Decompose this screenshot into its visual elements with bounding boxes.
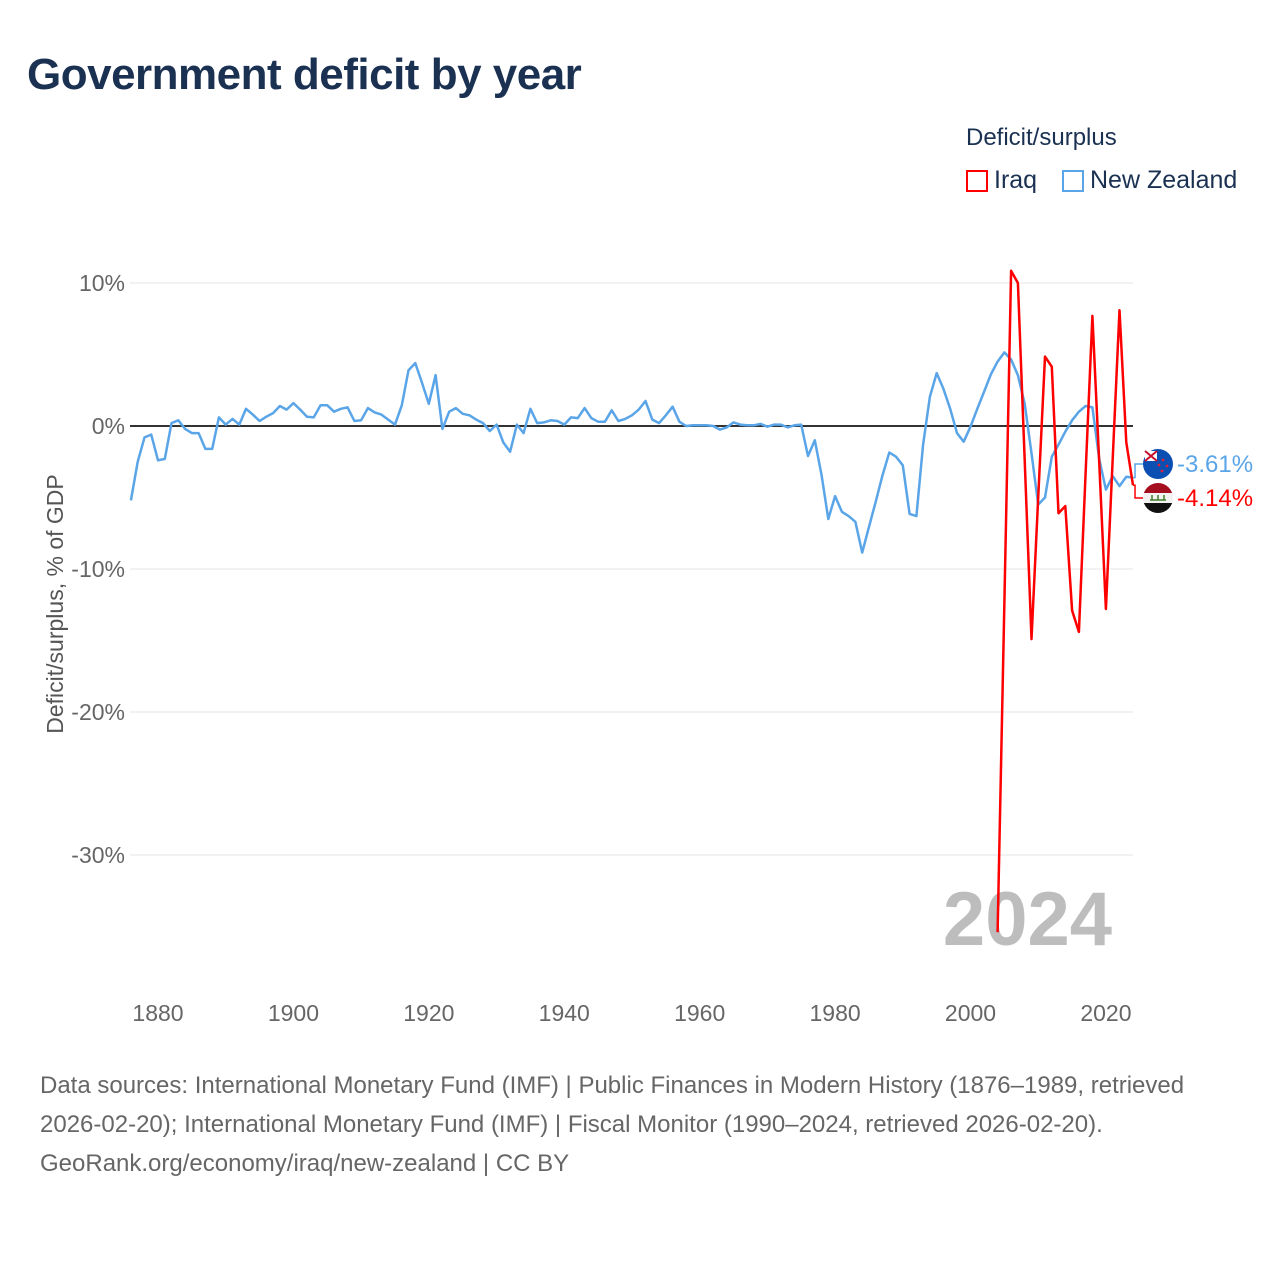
y-tick-label: -10%	[71, 556, 125, 582]
x-tick-labels: 1880 1900 1920 1940 1960 1980 2000 2020	[132, 1000, 1131, 1026]
x-tick-label: 1960	[674, 1000, 725, 1026]
gridlines	[130, 282, 1133, 856]
x-tick-label: 2020	[1080, 1000, 1131, 1026]
legend-item-iraq[interactable]: Iraq	[966, 166, 1037, 195]
flag-stripes	[1143, 483, 1173, 513]
legend-item-new-zealand[interactable]: New Zealand	[1062, 166, 1237, 195]
flag-cross	[1144, 450, 1158, 462]
credit-link[interactable]: GeoRank.org/economy/iraq/new-zealand | C…	[40, 1150, 570, 1177]
x-tick-label: 1880	[132, 1000, 183, 1026]
legend-swatch-new-zealand	[1062, 169, 1084, 192]
page-title: Government deficit by year	[27, 50, 582, 99]
series-line-iraq	[996, 269, 1135, 933]
flag-star	[1157, 463, 1161, 467]
x-tick-label: 1900	[268, 1000, 319, 1026]
x-tick-label: 1980	[810, 1000, 861, 1026]
x-tick-label: 1940	[539, 1000, 590, 1026]
legend-label: New Zealand	[1090, 166, 1238, 194]
series-line-new-zealand	[129, 351, 1134, 554]
flag-star	[1160, 469, 1164, 473]
legend-title: Deficit/surplus	[966, 124, 1117, 151]
legend-label: Iraq	[994, 166, 1038, 194]
flag-stripe-black	[1143, 503, 1173, 513]
y-axis-label: Deficit/surplus, % of GDP	[42, 474, 68, 734]
x-tick-label: 1920	[403, 1000, 454, 1026]
end-label-iraq: -4.14%	[1177, 485, 1253, 512]
connector-iraq	[1133, 484, 1144, 499]
year-watermark: 2024	[943, 877, 1112, 962]
y-tick-labels: 10% 0% -10% -20% -30%	[71, 270, 125, 868]
iraq-flag-icon	[1143, 483, 1173, 513]
y-tick-label: 10%	[79, 270, 125, 296]
flag-star	[1165, 464, 1169, 468]
flag-stripe-red	[1143, 483, 1173, 493]
end-label-new-zealand: -3.61%	[1177, 451, 1253, 478]
x-tick-label: 2000	[945, 1000, 996, 1026]
footer: Data sources: International Monetary Fun…	[40, 1066, 1240, 1183]
connector-new-zealand	[1133, 463, 1144, 479]
new-zealand-flag-icon	[1143, 449, 1173, 479]
y-tick-label: -30%	[71, 842, 125, 868]
series-lines	[129, 269, 1135, 933]
data-sources: Data sources: International Monetary Fun…	[40, 1072, 1185, 1138]
legend-swatch-iraq	[966, 169, 988, 192]
y-tick-label: 0%	[92, 413, 125, 439]
flag-inscription	[1150, 495, 1166, 501]
y-tick-label: -20%	[71, 699, 125, 725]
end-labels: -3.61% -4.14%	[1133, 449, 1253, 513]
flag-star	[1161, 458, 1165, 462]
